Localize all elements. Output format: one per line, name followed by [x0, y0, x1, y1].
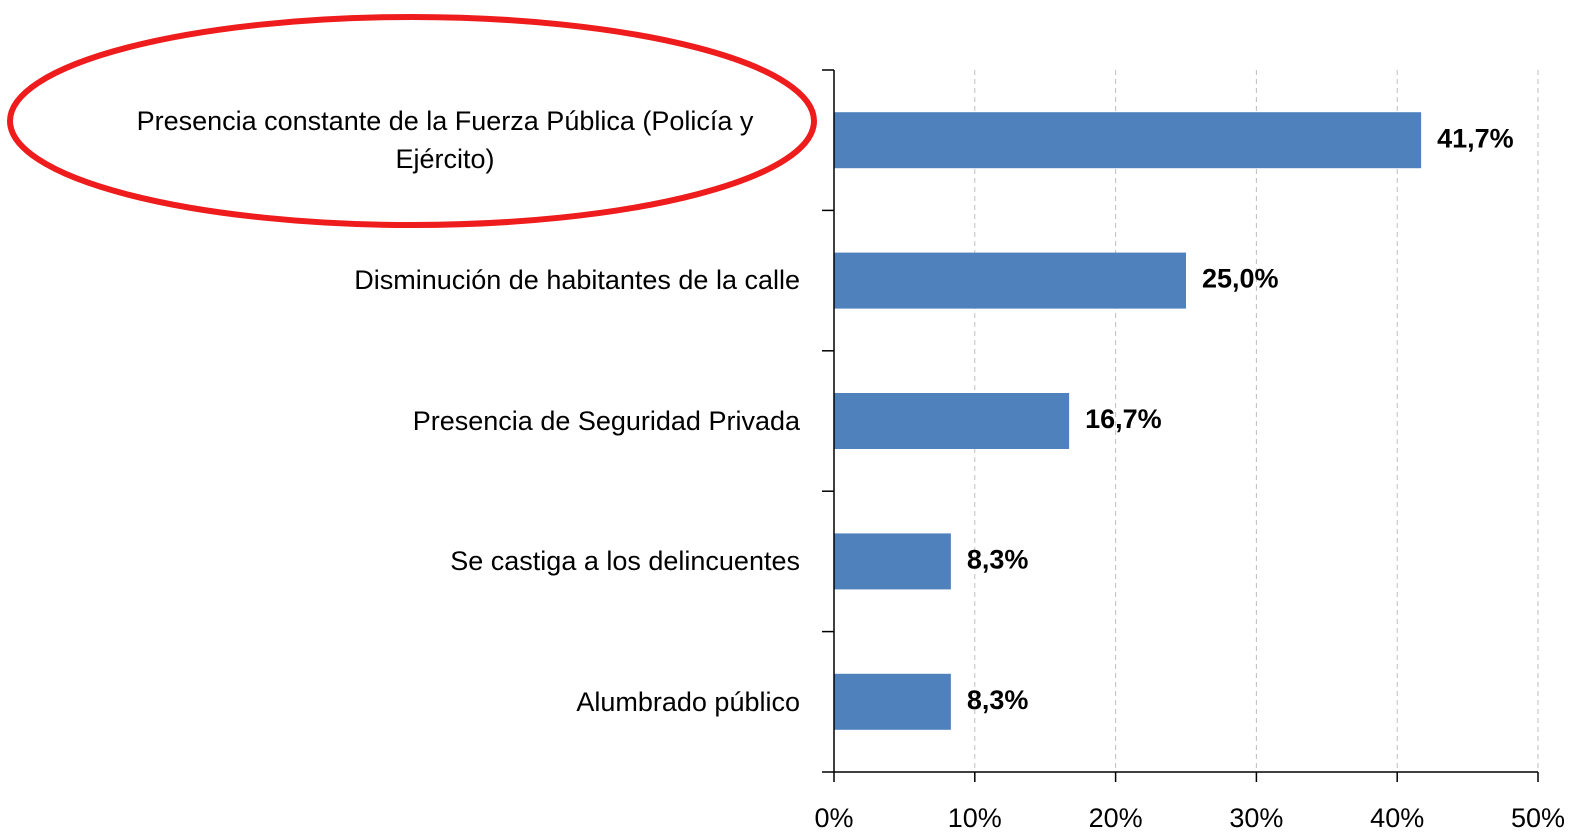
- x-tick-label: 30%: [1229, 803, 1283, 833]
- category-label-box: Se castiga a los delincuentes: [60, 491, 800, 631]
- value-label: 41,7%: [1437, 123, 1514, 153]
- x-tick-label: 0%: [814, 803, 853, 833]
- category-label-box: Presencia de Seguridad Privada: [60, 351, 800, 491]
- bar: [834, 393, 1070, 449]
- category-label-box: Disminución de habitantes de la calle: [60, 210, 800, 350]
- value-label: 8,3%: [967, 685, 1029, 715]
- value-label: 25,0%: [1202, 264, 1279, 294]
- category-label-box: Presencia constante de la Fuerza Pública…: [60, 70, 800, 210]
- x-tick-label: 50%: [1511, 803, 1565, 833]
- y-tick-label: Se castiga a los delincuentes: [450, 546, 800, 577]
- y-tick-label: Disminución de habitantes de la calle: [354, 265, 800, 296]
- x-tick-label: 20%: [1089, 803, 1143, 833]
- bar: [834, 533, 951, 590]
- bar: [834, 112, 1422, 169]
- category-label-box: Alumbrado público: [60, 632, 800, 772]
- bar: [834, 252, 1186, 309]
- x-tick-label: 40%: [1370, 803, 1424, 833]
- bar: [834, 673, 951, 730]
- value-label: 16,7%: [1085, 404, 1162, 434]
- y-tick-label: Presencia de Seguridad Privada: [412, 405, 800, 436]
- value-label: 8,3%: [967, 545, 1029, 575]
- y-tick-label: Presencia constante de la Fuerza Pública…: [136, 106, 754, 174]
- highlight-ellipse: [7, 14, 817, 228]
- x-tick-label: 10%: [948, 803, 1002, 833]
- y-tick-label: Alumbrado público: [576, 686, 800, 717]
